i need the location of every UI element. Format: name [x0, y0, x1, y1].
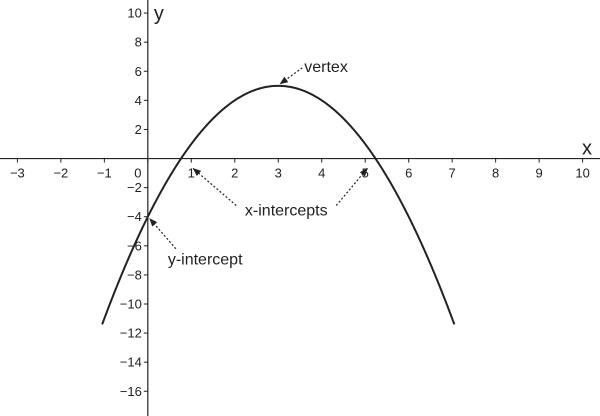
x-tick-label: −1: [97, 166, 112, 181]
x-tick-label: 8: [492, 166, 499, 181]
x-tick-label: 4: [318, 166, 325, 181]
annotations: vertex x-intercepts y-intercept: [149, 59, 368, 269]
parabola-curve: [101, 84, 456, 325]
x-intercept-right-arrow: [335, 167, 368, 206]
y-tick-label: −8: [127, 267, 142, 282]
x-tick-label: 9: [536, 166, 543, 181]
x-tick-label: −2: [53, 166, 68, 181]
y-intercept-label: y-intercept: [168, 252, 243, 269]
y-tick-label: −10: [120, 297, 142, 312]
vertex-arrow: [279, 67, 303, 85]
x-tick-label: −3: [10, 166, 25, 181]
x-tick-label: 1: [188, 166, 195, 181]
x-tick-label: 2: [231, 166, 238, 181]
y-tick-label: −16: [120, 384, 142, 399]
curve-layer: [101, 84, 456, 325]
y-tick-label: 6: [135, 64, 142, 79]
x-tick-label: 3: [275, 166, 282, 181]
x-intercept-left-arrow: [192, 167, 237, 207]
x-tick-label: 6: [405, 166, 412, 181]
vertex-label: vertex: [304, 59, 348, 76]
y-tick-label: 2: [135, 122, 142, 137]
x-axis-label: x: [582, 138, 592, 160]
x-tick-label: 10: [575, 166, 589, 181]
y-tick-label: −2: [127, 180, 142, 195]
y-tick-label: −4: [127, 209, 142, 224]
y-tick-label: −12: [120, 326, 142, 341]
tick-marks: −3 −2 −1 0 1 2 3 4 5 6 7 8 9 10108642−2−4−6−8−10−12−1…: [10, 6, 590, 399]
y-tick-label: 10: [127, 6, 141, 21]
y-intercept-arrow: [149, 218, 177, 250]
x-tick-label: 7: [449, 166, 456, 181]
x-tick-label: 0: [134, 166, 141, 181]
x-intercepts-label: x-intercepts: [245, 203, 328, 220]
y-tick-label: −14: [120, 355, 142, 370]
y-axis-label: y: [154, 3, 164, 25]
y-tick-label: 8: [135, 35, 142, 50]
y-tick-label: 4: [135, 93, 142, 108]
